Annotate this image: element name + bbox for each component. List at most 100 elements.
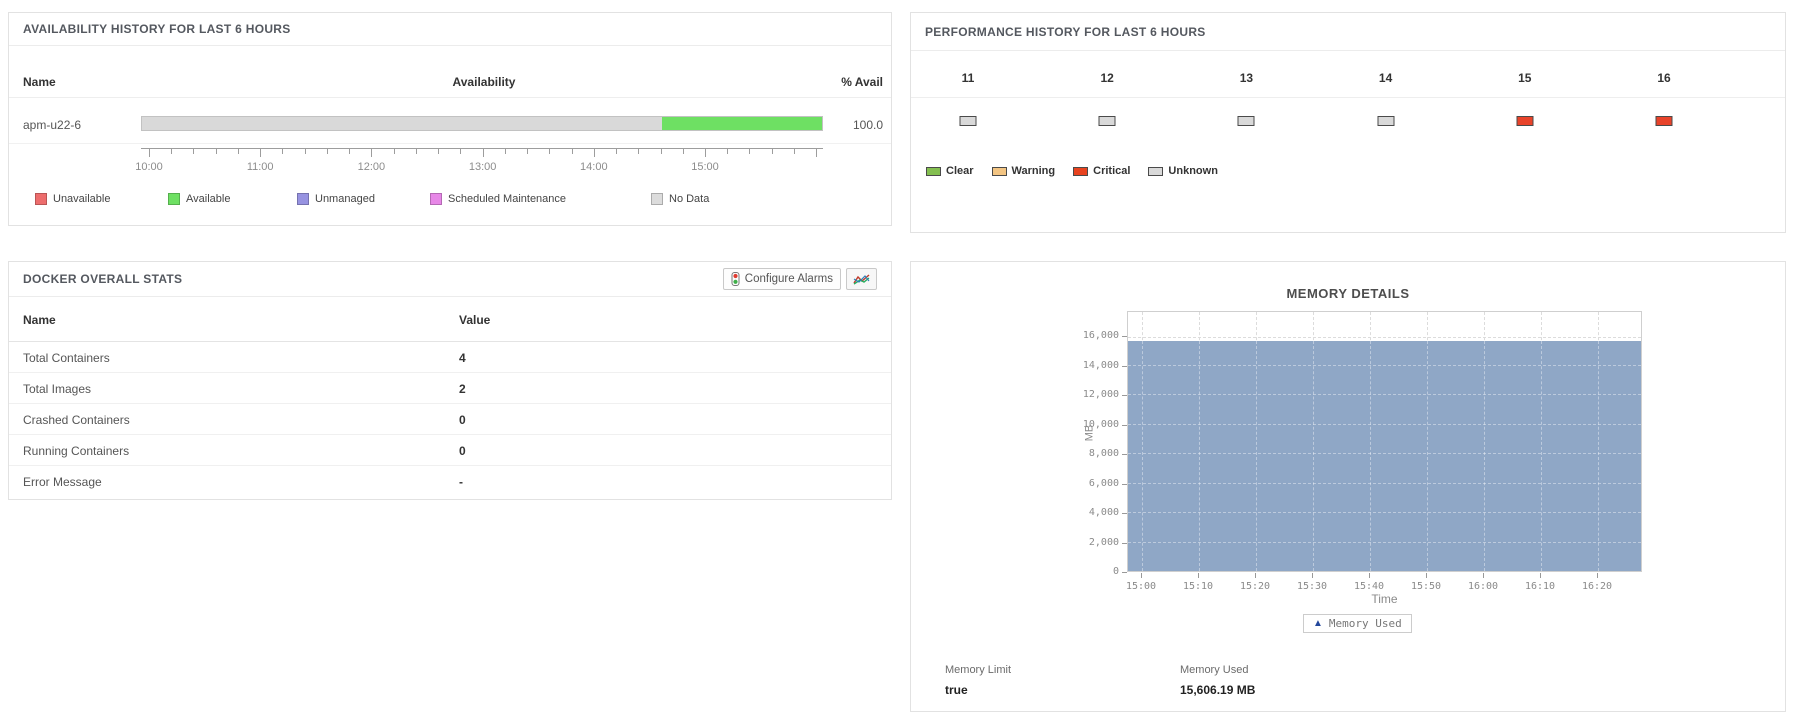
axis-tick bbox=[260, 149, 262, 157]
stat-name: Error Message bbox=[23, 475, 102, 489]
legend-label: Available bbox=[186, 193, 231, 205]
x-axis-tick-label: 16:10 bbox=[1524, 581, 1556, 592]
traffic-light-icon bbox=[731, 272, 740, 286]
y-axis-tick-label: 2,000 bbox=[1088, 536, 1119, 548]
legend-swatch bbox=[991, 166, 1007, 176]
monitor-name-link[interactable]: apm-u22-6 bbox=[23, 118, 82, 132]
status-box-hour-11-unknown[interactable] bbox=[959, 116, 977, 126]
legend-label: Unmanaged bbox=[315, 193, 375, 205]
gridline-overlay bbox=[1199, 341, 1200, 571]
status-box-hour-13-unknown[interactable] bbox=[1237, 116, 1255, 126]
docker-overall-stats-panel: DOCKER OVERALL STATS Configure Alarms Na… bbox=[8, 261, 892, 500]
table-row-total-images: Total Images 2 bbox=[9, 373, 891, 404]
y-axis-tick-label: 12,000 bbox=[1082, 389, 1119, 401]
hour-label: 11 bbox=[961, 71, 975, 85]
axis-tick bbox=[771, 149, 773, 154]
y-axis-tick bbox=[1122, 395, 1127, 397]
performance-hour-15: 15 bbox=[1518, 71, 1531, 85]
x-axis-tick bbox=[1369, 573, 1370, 578]
stat-name: Total Images bbox=[23, 382, 92, 396]
y-axis-tick-label: 6,000 bbox=[1088, 477, 1119, 489]
availability-col-percent: % Avail bbox=[841, 75, 883, 89]
legend-swatch bbox=[1148, 166, 1164, 176]
y-axis-tick bbox=[1122, 542, 1127, 544]
stat-name: Running Containers bbox=[23, 444, 130, 458]
x-axis-tick bbox=[1141, 573, 1142, 578]
y-axis-tick-label: 14,000 bbox=[1082, 359, 1119, 371]
x-axis-tick-label: 15:50 bbox=[1410, 581, 1442, 592]
availability-segment-no-data bbox=[142, 117, 662, 130]
table-row-total-containers: Total Containers 4 bbox=[9, 342, 891, 373]
performance-legend: Clear Warning Critical Unknown bbox=[926, 165, 1218, 177]
percent-avail-value: 100.0 bbox=[852, 118, 883, 132]
y-axis-tick-label: 4,000 bbox=[1088, 507, 1119, 519]
status-box-hour-16-critical[interactable] bbox=[1655, 116, 1673, 126]
legend-item-unknown: Unknown bbox=[1148, 165, 1218, 177]
performance-hour-13: 13 bbox=[1240, 71, 1253, 85]
docker-panel-header: DOCKER OVERALL STATS Configure Alarms bbox=[9, 262, 891, 297]
y-axis-tick bbox=[1122, 572, 1127, 573]
legend-label: Critical bbox=[1093, 165, 1131, 177]
memory-chart-title: MEMORY DETAILS bbox=[1286, 286, 1410, 301]
axis-tick bbox=[460, 149, 462, 154]
axis-tick bbox=[371, 149, 373, 157]
divider bbox=[9, 143, 891, 144]
x-axis-tick-label: 16:00 bbox=[1467, 581, 1499, 592]
axis-tick bbox=[193, 149, 195, 154]
y-axis-tick-label: 8,000 bbox=[1088, 448, 1119, 460]
axis-tick bbox=[149, 149, 150, 157]
performance-hour-14: 14 bbox=[1379, 71, 1392, 85]
x-axis-tick-label: 15:30 bbox=[1296, 581, 1328, 592]
x-axis-tick-label: 15:10 bbox=[1182, 581, 1214, 592]
gridline-overlay bbox=[1484, 341, 1485, 571]
memory-used-label: Memory Used bbox=[1180, 664, 1249, 676]
availability-col-name: Name bbox=[23, 75, 56, 89]
axis-tick bbox=[571, 149, 573, 154]
axis-tick-label: 12:00 bbox=[357, 161, 386, 173]
stat-value: 2 bbox=[459, 382, 466, 396]
gridline-overlay bbox=[1256, 341, 1257, 571]
legend-swatch bbox=[430, 193, 442, 205]
gridline-overlay bbox=[1128, 364, 1641, 366]
memory-area-chart bbox=[1127, 311, 1642, 572]
availability-history-panel: AVAILABILITY HISTORY FOR LAST 6 HOURS Na… bbox=[8, 12, 892, 226]
performance-history-panel: PERFORMANCE HISTORY FOR LAST 6 HOURS 11 1… bbox=[910, 12, 1786, 233]
x-axis-tick-label: 15:20 bbox=[1239, 581, 1271, 592]
legend-swatch bbox=[297, 193, 309, 205]
availability-time-axis: 10:00 11:00 12:00 13:00 14:00 15:00 bbox=[135, 148, 823, 180]
axis-tick bbox=[727, 149, 729, 154]
gridline-overlay bbox=[1128, 453, 1641, 455]
configure-alarms-button[interactable]: Configure Alarms bbox=[722, 268, 841, 290]
performance-report-button[interactable] bbox=[846, 268, 877, 290]
table-row-crashed-containers: Crashed Containers 0 bbox=[9, 404, 891, 435]
performance-hour-12: 12 bbox=[1101, 71, 1114, 85]
docker-panel-title: DOCKER OVERALL STATS bbox=[23, 272, 183, 286]
gridline-overlay bbox=[1128, 394, 1641, 396]
legend-swatch bbox=[926, 166, 941, 176]
availability-timeline-bar[interactable] bbox=[141, 116, 823, 131]
status-box-hour-15-critical[interactable] bbox=[1516, 116, 1534, 126]
status-box-hour-14-unknown[interactable] bbox=[1377, 116, 1395, 126]
availability-panel-title: AVAILABILITY HISTORY FOR LAST 6 HOURS bbox=[23, 22, 291, 36]
x-axis-tick bbox=[1312, 573, 1313, 578]
axis-tick bbox=[816, 149, 818, 157]
memory-y-axis-label: MB bbox=[1083, 424, 1096, 442]
gridline-overlay bbox=[1128, 512, 1641, 514]
axis-tick bbox=[660, 149, 662, 154]
status-box-hour-12-unknown[interactable] bbox=[1098, 116, 1116, 126]
legend-label: Unknown bbox=[1168, 165, 1218, 177]
y-axis-tick-label: 0 bbox=[1112, 566, 1119, 577]
divider bbox=[911, 97, 1785, 98]
performance-panel-title: PERFORMANCE HISTORY FOR LAST 6 HOURS bbox=[925, 24, 1206, 39]
gridline-overlay bbox=[1128, 482, 1641, 484]
x-axis-tick bbox=[1597, 573, 1598, 578]
gridline-overlay bbox=[1541, 341, 1542, 571]
hour-label: 13 bbox=[1239, 71, 1254, 85]
divider bbox=[9, 97, 891, 98]
axis-tick bbox=[616, 149, 618, 154]
gridline-overlay bbox=[1427, 341, 1428, 571]
axis-tick bbox=[215, 149, 217, 154]
docker-col-name: Name bbox=[23, 313, 56, 327]
stat-value: 4 bbox=[459, 351, 466, 365]
gridline-overlay bbox=[1128, 423, 1641, 425]
